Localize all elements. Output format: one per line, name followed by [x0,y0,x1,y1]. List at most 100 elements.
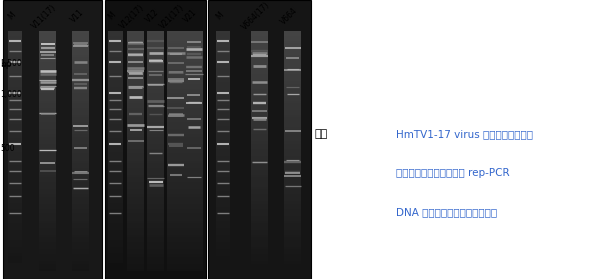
Bar [147,72,165,74]
Bar [216,203,231,205]
Bar [251,211,268,213]
Bar [127,81,144,84]
Bar [167,77,185,79]
Bar [284,177,301,180]
Bar [167,163,185,165]
Bar [72,122,89,125]
Bar [216,237,231,240]
Bar [108,244,123,247]
Bar [8,40,22,43]
Bar [127,122,144,125]
Bar [8,33,22,36]
Bar [216,59,231,61]
Bar [8,244,22,247]
Bar [8,92,22,94]
Bar [147,108,165,110]
Bar [39,259,56,261]
Bar [39,146,56,149]
Bar [108,177,123,179]
Bar [167,237,185,240]
Bar [216,119,231,121]
Bar [251,233,268,235]
Bar [251,53,268,55]
Bar [39,218,56,221]
Bar [8,87,22,89]
Bar [72,91,89,93]
Bar [108,96,123,98]
Bar [251,182,268,185]
Bar [39,194,56,197]
Bar [108,145,123,147]
Bar [8,226,22,228]
Bar [72,33,89,36]
Bar [108,168,123,170]
Bar [284,103,301,105]
Bar [284,209,301,211]
Bar [72,43,89,45]
Bar [284,194,301,197]
Bar [108,214,123,217]
Bar [8,260,22,263]
Bar [72,182,89,185]
Bar [72,86,89,89]
Bar [251,89,268,91]
Bar [284,252,301,254]
Bar [39,50,56,53]
Bar [185,240,203,242]
Bar [8,253,22,256]
Bar [72,77,89,79]
Bar [185,60,203,62]
Bar [108,193,123,196]
Bar [147,67,165,69]
Bar [147,137,165,139]
Bar [39,163,56,165]
Bar [216,165,231,168]
Bar [108,50,123,52]
Bar [167,170,185,173]
Bar [167,62,185,65]
Bar [8,172,22,175]
Bar [108,251,123,253]
Bar [185,189,203,192]
Bar [216,68,231,71]
Bar [167,165,185,168]
Bar [251,41,268,43]
Bar [108,101,123,103]
Bar [8,170,22,172]
Bar [72,144,89,146]
Bar [39,110,56,113]
Bar [147,50,165,53]
Bar [284,213,301,216]
Bar [185,129,203,132]
Bar [108,133,123,135]
Bar [147,60,165,62]
Bar [216,230,231,233]
Bar [39,261,56,264]
Bar [147,86,165,89]
Bar [147,266,165,269]
Bar [147,57,165,60]
Bar [72,156,89,158]
Bar [108,223,123,226]
Bar [216,94,231,96]
Bar [251,163,268,165]
Bar [72,209,89,211]
Bar [72,45,89,48]
Bar [185,237,203,240]
Bar [72,161,89,163]
Bar [147,177,165,180]
Bar [39,101,56,103]
Bar [72,252,89,254]
Bar [284,240,301,242]
Bar [251,115,268,117]
Bar [185,151,203,153]
Bar [251,43,268,45]
Bar [39,153,56,156]
Bar [39,197,56,199]
Bar [185,144,203,146]
Bar [8,163,22,165]
Bar [72,221,89,223]
Bar [185,72,203,74]
Bar [216,54,231,57]
Bar [147,129,165,132]
